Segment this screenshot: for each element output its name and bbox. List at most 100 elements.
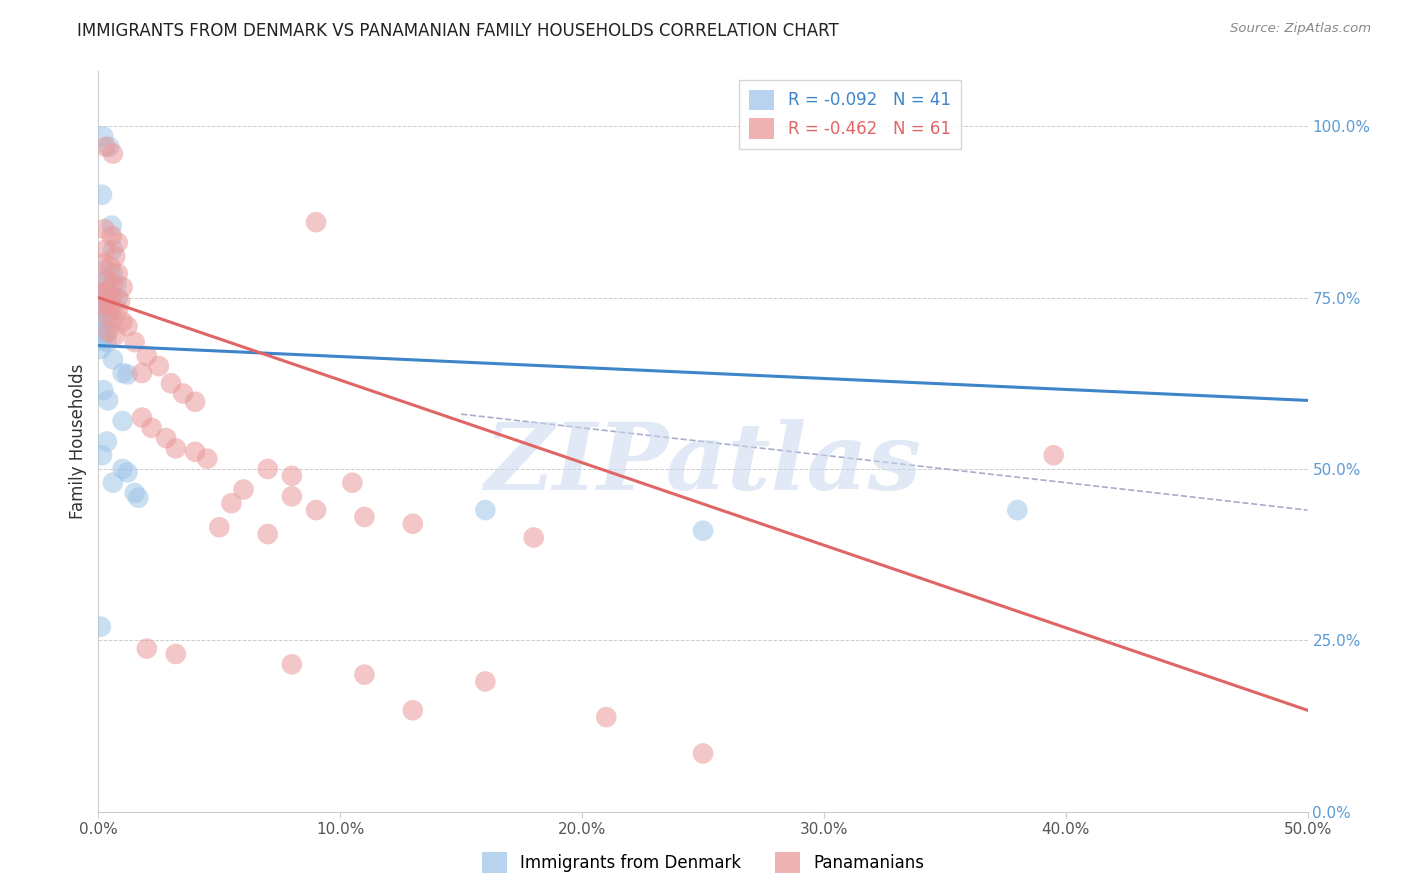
Point <box>353 510 375 524</box>
Point <box>108 293 131 308</box>
Point <box>117 466 139 480</box>
Point <box>165 647 187 661</box>
Point <box>281 468 304 483</box>
Point <box>184 445 207 459</box>
Point <box>474 503 496 517</box>
Point <box>107 235 129 250</box>
Point <box>91 297 114 311</box>
Point <box>91 383 114 397</box>
Point <box>474 674 496 689</box>
Text: ZIPatlas: ZIPatlas <box>485 418 921 508</box>
Point <box>256 527 278 541</box>
Point <box>127 491 149 505</box>
Point <box>523 531 546 545</box>
Point <box>100 291 122 305</box>
Point <box>91 256 114 270</box>
Point <box>148 359 170 373</box>
Point <box>165 442 187 456</box>
Point <box>91 333 114 347</box>
Point <box>101 475 124 490</box>
Point <box>100 299 122 313</box>
Point <box>97 312 120 326</box>
Point <box>90 325 112 339</box>
Point <box>94 326 117 341</box>
Point <box>124 486 146 500</box>
Point <box>305 503 328 517</box>
Legend: Immigrants from Denmark, Panamanians: Immigrants from Denmark, Panamanians <box>475 846 931 880</box>
Point <box>93 263 115 277</box>
Point <box>94 140 117 154</box>
Point <box>96 335 118 350</box>
Point <box>91 129 114 144</box>
Point <box>100 287 122 301</box>
Point <box>97 325 120 339</box>
Point <box>155 431 177 445</box>
Legend: R = -0.092   N = 41, R = -0.462   N = 61: R = -0.092 N = 41, R = -0.462 N = 61 <box>740 79 960 149</box>
Point <box>281 657 304 672</box>
Point <box>353 667 375 681</box>
Point <box>100 219 122 233</box>
Point <box>281 489 304 503</box>
Point <box>107 302 129 317</box>
Point <box>93 222 115 236</box>
Point <box>100 304 122 318</box>
Point <box>98 140 121 154</box>
Point <box>107 267 129 281</box>
Point <box>117 319 139 334</box>
Point <box>101 311 124 326</box>
Point <box>402 516 425 531</box>
Point <box>96 273 118 287</box>
Point <box>111 280 134 294</box>
Text: Source: ZipAtlas.com: Source: ZipAtlas.com <box>1230 22 1371 36</box>
Point <box>100 260 122 274</box>
Point <box>105 277 128 291</box>
Point <box>160 376 183 391</box>
Point <box>595 710 617 724</box>
Point <box>94 308 117 322</box>
Point <box>107 291 129 305</box>
Point <box>94 293 117 308</box>
Y-axis label: Family Households: Family Households <box>69 364 87 519</box>
Point <box>221 496 243 510</box>
Text: IMMIGRANTS FROM DENMARK VS PANAMANIAN FAMILY HOUSEHOLDS CORRELATION CHART: IMMIGRANTS FROM DENMARK VS PANAMANIAN FA… <box>77 22 839 40</box>
Point <box>111 414 134 428</box>
Point <box>111 315 134 329</box>
Point <box>135 349 157 363</box>
Point <box>172 386 194 401</box>
Point <box>131 366 153 380</box>
Point <box>101 243 124 257</box>
Point <box>91 311 114 326</box>
Point <box>94 243 117 257</box>
Point <box>111 366 134 380</box>
Point <box>91 187 114 202</box>
Point <box>90 619 112 633</box>
Point <box>692 747 714 761</box>
Point <box>1042 448 1064 462</box>
Point <box>305 215 328 229</box>
Point <box>256 462 278 476</box>
Point <box>342 475 364 490</box>
Point <box>1007 503 1029 517</box>
Point <box>100 228 122 243</box>
Point <box>101 277 124 291</box>
Point <box>232 483 254 497</box>
Point <box>131 410 153 425</box>
Point <box>91 284 114 298</box>
Point <box>93 318 115 332</box>
Point <box>184 394 207 409</box>
Point <box>124 335 146 350</box>
Point <box>195 451 218 466</box>
Point <box>97 393 120 408</box>
Point <box>101 352 124 367</box>
Point <box>141 421 163 435</box>
Point <box>90 342 112 356</box>
Point <box>91 448 114 462</box>
Point <box>135 641 157 656</box>
Point <box>208 520 231 534</box>
Point <box>94 273 117 287</box>
Point <box>402 703 425 717</box>
Point <box>104 250 127 264</box>
Point <box>97 284 120 298</box>
Point <box>101 267 124 281</box>
Point <box>111 462 134 476</box>
